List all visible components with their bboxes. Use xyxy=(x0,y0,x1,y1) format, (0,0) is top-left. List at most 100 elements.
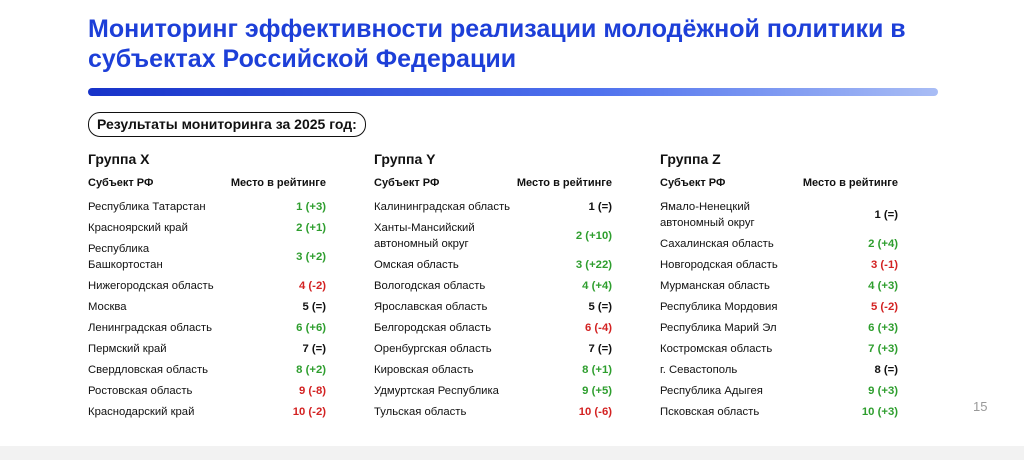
region-name: Мурманская область xyxy=(660,279,770,292)
region-name: Красноярский край xyxy=(88,221,188,234)
rating-place: 4 (-2) xyxy=(299,279,326,292)
rating-place: 5 (=) xyxy=(302,300,326,313)
rating-place: 3 (-1) xyxy=(871,258,898,271)
rating-place: 7 (=) xyxy=(302,342,326,355)
subtitle: Результаты мониторинга за 2025 год: xyxy=(88,112,366,137)
table-row: Сахалинская область 2 (+4) xyxy=(660,233,898,254)
slide: Мониторинг эффективности реализации моло… xyxy=(0,0,1024,446)
group-table: Группа Z Субъект РФ Место в рейтинге Ямало-… xyxy=(660,150,898,422)
region-name: Москва xyxy=(88,300,127,313)
table-row: г. Севастополь 8 (=) xyxy=(660,359,898,380)
table-row: Ростовская область 9 (-8) xyxy=(88,380,326,401)
table-row: Ямало-Ненецкий автономный округ 1 (=) xyxy=(660,196,898,233)
rating-place: 3 (+2) xyxy=(296,250,326,263)
rating-place: 2 (+10) xyxy=(575,229,612,242)
region-name: Ростовская область xyxy=(88,384,193,397)
table-row: Псковская область 10 (+3) xyxy=(660,401,898,422)
table-row: Оренбургская область 7 (=) xyxy=(374,338,612,359)
table-row: Свердловская область 8 (+2) xyxy=(88,359,326,380)
rating-place: 10 (+3) xyxy=(861,405,898,418)
region-name: Ямало-Ненецкий автономный округ xyxy=(660,200,755,229)
table-row: Удмуртская Республика 9 (+5) xyxy=(374,380,612,401)
group-table: Группа X Субъект РФ Место в рейтинге Респуб… xyxy=(88,150,326,422)
region-name: Удмуртская Республика xyxy=(374,384,499,397)
column-header: Место в рейтинге xyxy=(802,176,898,189)
region-name: Ярославская область xyxy=(374,300,488,313)
rating-place: 6 (-4) xyxy=(585,321,612,334)
rating-place: 6 (+3) xyxy=(868,321,898,334)
region-name: Кировская область xyxy=(374,363,474,376)
column-header: Место в рейтинге xyxy=(230,176,326,189)
divider-bar xyxy=(88,88,938,96)
rating-place: 3 (+22) xyxy=(575,258,612,271)
page-number: 15 xyxy=(973,399,988,414)
table-row: Красноярский край 2 (+1) xyxy=(88,217,326,238)
rating-place: 8 (+2) xyxy=(296,363,326,376)
region-name: Свердловская область xyxy=(88,363,209,376)
group-table: Группа Y Субъект РФ Место в рейтинге Калини… xyxy=(374,150,612,422)
rating-place: 1 (+3) xyxy=(296,200,326,213)
region-name: г. Севастополь xyxy=(660,363,738,376)
rating-place: 9 (-8) xyxy=(299,384,326,397)
region-name: Оренбургская область xyxy=(374,342,492,355)
table-row: Республика Мордовия 5 (-2) xyxy=(660,296,898,317)
region-name: Республика Мордовия xyxy=(660,300,778,313)
region-name: Новгородская область xyxy=(660,258,778,271)
table-row: Белгородская область 6 (-4) xyxy=(374,317,612,338)
region-name: Ханты-Мансийский автономный округ xyxy=(374,221,475,250)
table-row: Нижегородская область 4 (-2) xyxy=(88,275,326,296)
table-row: Ленинградская область 6 (+6) xyxy=(88,317,326,338)
rating-place: 4 (+3) xyxy=(868,279,898,292)
region-name: Белгородская область xyxy=(374,321,492,334)
region-name: Ленинградская область xyxy=(88,321,212,334)
region-name: Вологодская область xyxy=(374,279,486,292)
region-name: Республика Башкортостан xyxy=(88,242,163,271)
column-header: Субъект РФ xyxy=(374,176,440,189)
column-header: Субъект РФ xyxy=(88,176,154,189)
table-row: Ярославская область 5 (=) xyxy=(374,296,612,317)
group-title: Группа Y xyxy=(374,151,436,167)
column-header: Субъект РФ xyxy=(660,176,726,189)
region-name: Калининградская область xyxy=(374,200,511,213)
region-name: Омская область xyxy=(374,258,459,271)
title: Мониторинг эффективности реализации моло… xyxy=(88,15,906,73)
table-row: Мурманская область 4 (+3) xyxy=(660,275,898,296)
table-row: Калининградская область 1 (=) xyxy=(374,196,612,217)
region-name: Псковская область xyxy=(660,405,760,418)
region-name: Краснодарский край xyxy=(88,405,195,418)
rating-place: 7 (+3) xyxy=(868,342,898,355)
table-row: Республика Марий Эл 6 (+3) xyxy=(660,317,898,338)
rating-place: 2 (+4) xyxy=(868,237,898,250)
rating-place: 7 (=) xyxy=(588,342,612,355)
header-row: Субъект РФ Место в рейтинге xyxy=(660,172,898,193)
table-row: Новгородская область 3 (-1) xyxy=(660,254,898,275)
table-row: Краснодарский край 10 (-2) xyxy=(88,401,326,422)
region-name: Республика Татарстан xyxy=(88,200,206,213)
rating-place: 5 (-2) xyxy=(871,300,898,313)
table-row: Омская область 3 (+22) xyxy=(374,254,612,275)
header-row: Субъект РФ Место в рейтинге xyxy=(88,172,326,193)
table-row: Республика Башкортостан 3 (+2) xyxy=(88,238,326,275)
rating-place: 1 (=) xyxy=(874,208,898,221)
rating-place: 10 (-2) xyxy=(292,405,326,418)
region-name: Тульская область xyxy=(374,405,467,418)
rating-place: 8 (+1) xyxy=(582,363,612,376)
region-name: Республика Адыгея xyxy=(660,384,763,397)
rating-place: 1 (=) xyxy=(588,200,612,213)
rating-place: 6 (+6) xyxy=(296,321,326,334)
table-row: Тульская область 10 (-6) xyxy=(374,401,612,422)
rating-place: 9 (+3) xyxy=(868,384,898,397)
rating-place: 9 (+5) xyxy=(582,384,612,397)
rating-place: 8 (=) xyxy=(874,363,898,376)
column-header: Место в рейтинге xyxy=(516,176,612,189)
header-row: Субъект РФ Место в рейтинге xyxy=(374,172,612,193)
rating-place: 10 (-6) xyxy=(578,405,612,418)
rating-place: 5 (=) xyxy=(588,300,612,313)
table-row: Костромская область 7 (+3) xyxy=(660,338,898,359)
table-row: Кировская область 8 (+1) xyxy=(374,359,612,380)
table-row: Республика Татарстан 1 (+3) xyxy=(88,196,326,217)
table-row: Пермский край 7 (=) xyxy=(88,338,326,359)
region-name: Пермский край xyxy=(88,342,167,355)
table-row: Ханты-Мансийский автономный округ 2 (+10) xyxy=(374,217,612,254)
